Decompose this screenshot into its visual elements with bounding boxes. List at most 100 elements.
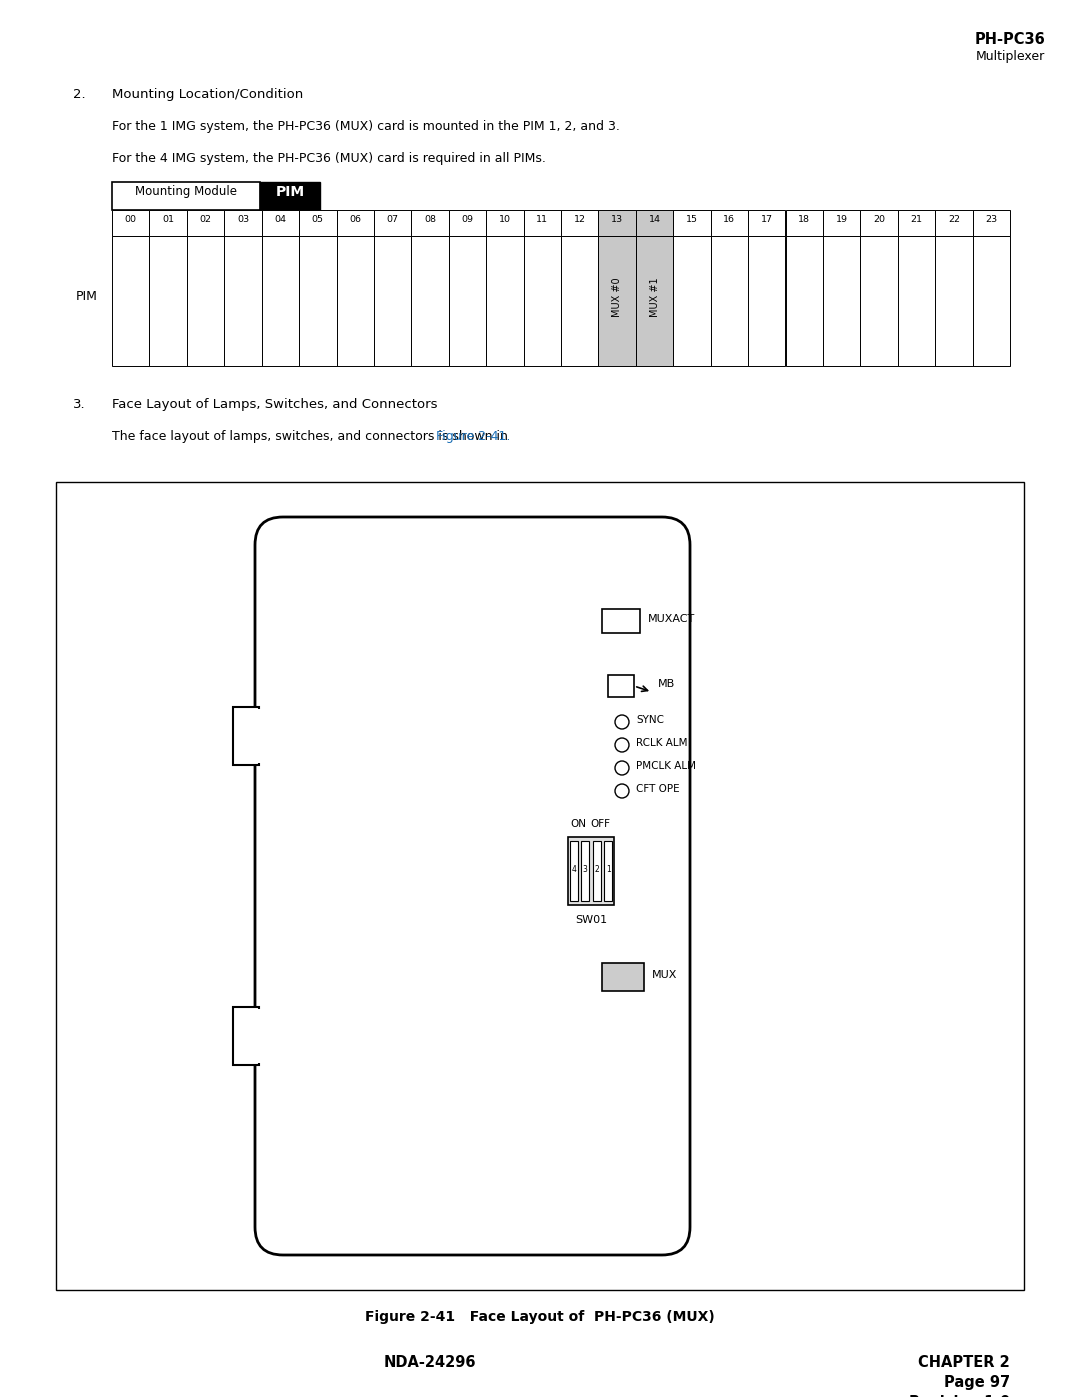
Text: PIM: PIM [275,184,305,198]
Text: CFT OPE: CFT OPE [636,784,679,793]
Text: PH-PC36: PH-PC36 [974,32,1045,47]
Bar [823,236,861,366]
Text: 18: 18 [798,215,810,224]
Bar [337,236,374,366]
Bar [486,210,524,236]
Text: MUXACT: MUXACT [648,615,696,624]
Bar [449,236,486,366]
Bar [608,675,634,697]
Text: 08: 08 [424,215,436,224]
Text: 2.: 2. [73,88,85,101]
Text: Figure 2-41.: Figure 2-41. [436,430,511,443]
Text: Mounting Module: Mounting Module [135,186,237,198]
Bar [524,210,561,236]
Text: 12: 12 [573,215,585,224]
Text: ON: ON [570,819,586,828]
Bar [598,210,636,236]
Bar [636,210,673,236]
FancyBboxPatch shape [255,517,690,1255]
Bar [636,236,673,366]
Bar [897,236,935,366]
Text: 14: 14 [649,215,661,224]
Bar [569,841,578,901]
Bar [112,236,149,366]
Bar [861,210,897,236]
Text: Mounting Location/Condition: Mounting Location/Condition [112,88,303,101]
Bar [260,182,320,210]
Bar [604,841,612,901]
Bar [261,210,299,236]
Bar [225,236,261,366]
Bar [486,236,524,366]
Bar [299,236,337,366]
Bar [261,236,299,366]
Bar [187,210,225,236]
Text: Page 97: Page 97 [944,1375,1010,1390]
Bar [602,609,640,633]
Text: 07: 07 [387,215,399,224]
Text: MB: MB [658,679,675,689]
Text: NDA-24296: NDA-24296 [383,1355,476,1370]
Bar [112,210,149,236]
Text: CHAPTER 2: CHAPTER 2 [918,1355,1010,1370]
Text: PMCLK ALM: PMCLK ALM [636,761,696,771]
Text: 02: 02 [200,215,212,224]
Text: Revision 1.0: Revision 1.0 [908,1396,1010,1397]
Bar [56,482,1024,1289]
Bar [561,236,598,366]
Bar [598,236,636,366]
Bar [149,210,187,236]
Text: 22: 22 [948,215,960,224]
Text: SW01: SW01 [575,915,607,925]
Bar [673,236,711,366]
Text: MUX: MUX [652,970,677,981]
Circle shape [615,715,629,729]
Bar [935,236,973,366]
Bar [973,236,1010,366]
Text: 2: 2 [594,865,599,873]
Text: MUX #0: MUX #0 [612,277,622,317]
Text: OFF: OFF [590,819,610,828]
Text: 09: 09 [461,215,473,224]
Bar [255,710,261,763]
Text: 13: 13 [611,215,623,224]
Text: 23: 23 [985,215,997,224]
Bar [374,210,411,236]
Bar [449,210,486,236]
Circle shape [615,784,629,798]
Text: 04: 04 [274,215,286,224]
Text: 03: 03 [237,215,249,224]
Bar [785,210,823,236]
Text: 05: 05 [312,215,324,224]
Bar [673,210,711,236]
Text: 00: 00 [124,215,137,224]
Bar [823,210,861,236]
Bar [524,236,561,366]
Bar [374,236,411,366]
Text: 17: 17 [760,215,773,224]
Bar [593,841,600,901]
Text: 20: 20 [873,215,885,224]
Bar [255,1009,261,1063]
Bar [785,236,823,366]
Text: 21: 21 [910,215,922,224]
Circle shape [615,761,629,775]
Text: Multiplexer: Multiplexer [975,50,1045,63]
Bar [861,236,897,366]
Text: 01: 01 [162,215,174,224]
Bar [561,210,598,236]
Text: MUX #1: MUX #1 [649,277,660,317]
Bar [581,841,590,901]
Text: For the 1 IMG system, the PH-PC36 (MUX) card is mounted in the PIM 1, 2, and 3.: For the 1 IMG system, the PH-PC36 (MUX) … [112,120,620,133]
Text: 10: 10 [499,215,511,224]
Bar [602,963,644,990]
Text: RCLK ALM: RCLK ALM [636,738,688,747]
Text: 3.: 3. [73,398,85,411]
Bar [225,210,261,236]
Text: Figure 2-41   Face Layout of  PH-PC36 (MUX): Figure 2-41 Face Layout of PH-PC36 (MUX) [365,1310,715,1324]
Text: Face Layout of Lamps, Switches, and Connectors: Face Layout of Lamps, Switches, and Conn… [112,398,437,411]
Bar [233,707,259,766]
Bar [411,236,449,366]
Bar [935,210,973,236]
Text: 19: 19 [836,215,848,224]
